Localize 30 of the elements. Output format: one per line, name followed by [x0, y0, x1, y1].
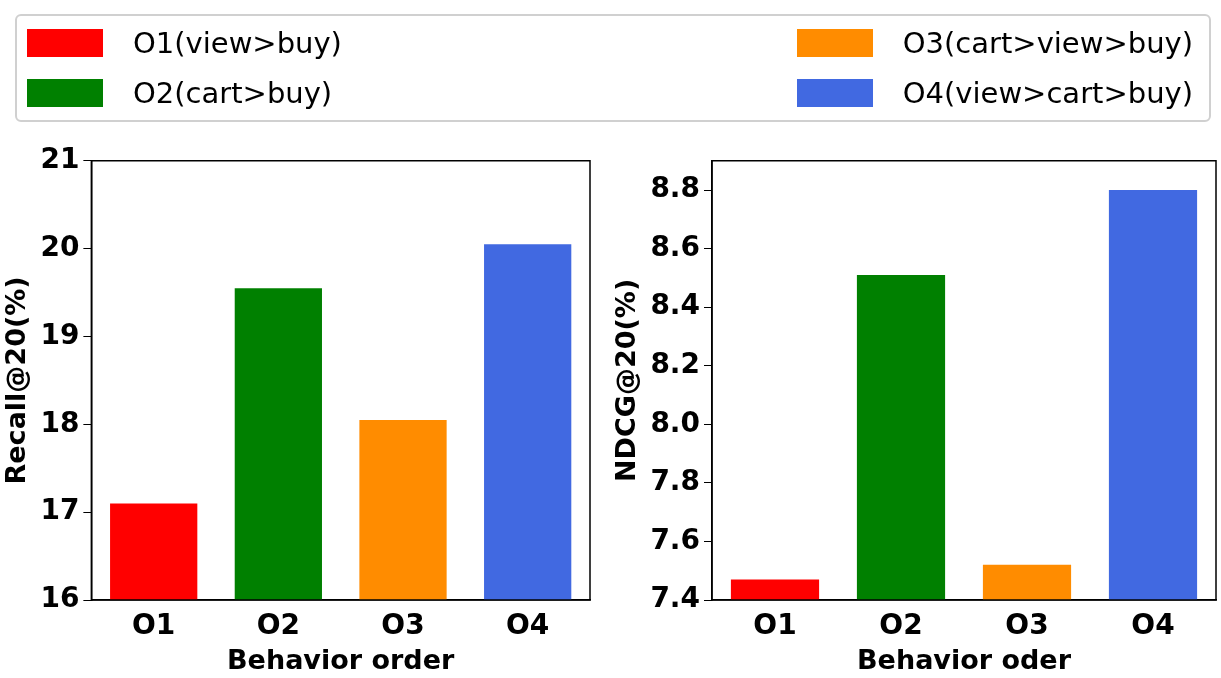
y-tick-label: 8.4	[650, 288, 700, 322]
y-tick-label: 20	[40, 229, 80, 263]
y-tick-label: 8.8	[650, 171, 700, 205]
x-tick-label: O4	[1131, 608, 1175, 642]
y-tick-label: 16	[40, 581, 80, 615]
legend-label: O1(view>buy)	[133, 26, 342, 60]
x-tick-label: O1	[753, 608, 797, 642]
y-tick-label: 18	[40, 405, 80, 439]
x-tick-label: O4	[506, 608, 550, 642]
x-tick-label: O2	[879, 608, 923, 642]
y-tick-label: 7.4	[650, 581, 700, 615]
x-tick-label: O2	[256, 608, 300, 642]
y-axis-title: NDCG@20(%)	[610, 278, 642, 483]
y-tick-label: 8.2	[650, 347, 700, 381]
x-tick-label: O3	[381, 608, 425, 642]
y-tick-label: 8.6	[650, 229, 700, 263]
legend-label: O4(view>cart>buy)	[902, 76, 1193, 110]
y-tick-label: 17	[40, 493, 80, 527]
y-tick-label: 7.6	[650, 522, 700, 556]
x-tick-label: O3	[1005, 608, 1049, 642]
y-tick-label: 21	[40, 142, 80, 176]
y-tick-label: 7.8	[650, 464, 700, 498]
y-tick-label: 19	[40, 317, 80, 351]
legend-label: O2(cart>buy)	[133, 76, 333, 110]
legend-label: O3(cart>view>buy)	[902, 26, 1193, 60]
x-tick-label: O1	[132, 608, 176, 642]
y-tick-label: 8.0	[650, 405, 700, 439]
y-axis-title: Recall@20(%)	[0, 276, 32, 485]
x-axis-title: Behavior order	[227, 643, 455, 675]
x-axis-title: Behavior oder	[857, 643, 1072, 675]
